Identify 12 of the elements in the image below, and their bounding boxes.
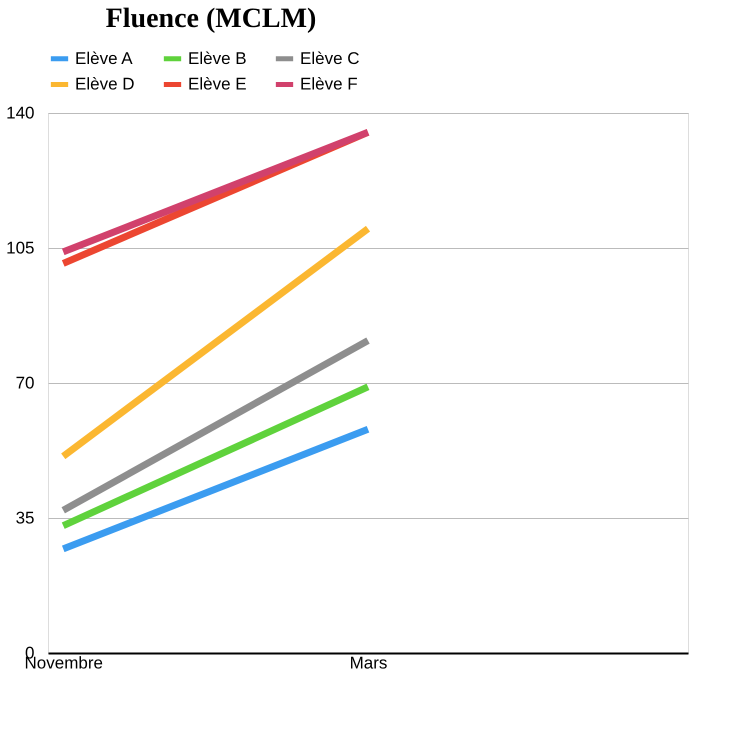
x-tick-label: Mars [350, 654, 388, 672]
y-tick-label: 35 [16, 508, 34, 528]
legend-label: Elève A [75, 48, 134, 68]
legend-label: Elève E [188, 74, 247, 94]
y-tick-label: 70 [16, 374, 34, 392]
legend-label: Elève D [75, 74, 135, 94]
y-tick-label: 140 [6, 104, 34, 122]
legend-label: Elève C [300, 48, 360, 68]
y-tick-label: 105 [6, 238, 34, 258]
legend-label: Elève B [188, 48, 247, 68]
chart-title: Fluence (MCLM) [106, 3, 316, 34]
legend-label: Elève F [300, 74, 358, 94]
